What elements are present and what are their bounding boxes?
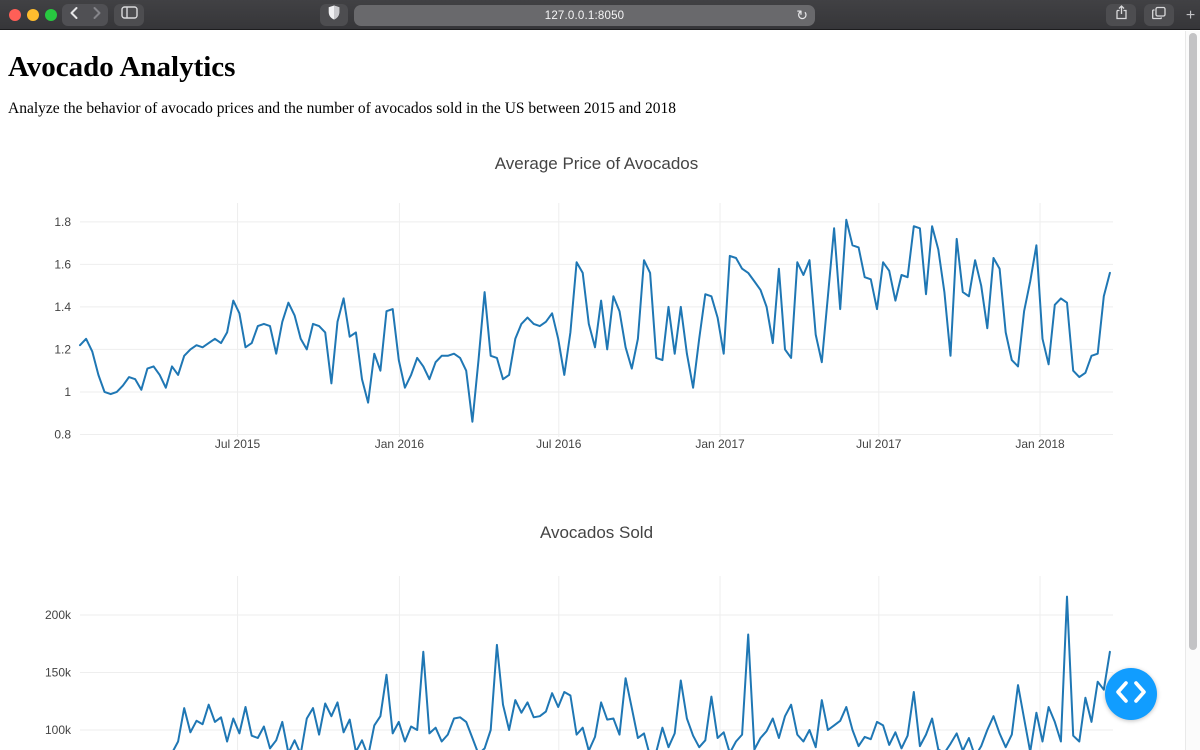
chart-title: Average Price of Avocados (495, 154, 699, 173)
dash-debug-menu-button[interactable] (1105, 668, 1157, 720)
shield-icon (328, 5, 340, 25)
y-tick-label: 1.2 (54, 342, 71, 356)
plus-icon: + (1185, 7, 1196, 24)
back-button[interactable] (62, 4, 85, 26)
data-line[interactable] (79, 218, 1111, 423)
y-tick-label: 150k (45, 665, 72, 679)
y-tick-label: 1.6 (54, 257, 71, 271)
share-button[interactable] (1106, 4, 1136, 26)
y-tick-label: 200k (45, 608, 72, 622)
x-tick-label: Jan 2018 (1015, 437, 1065, 451)
y-tick-label: 0.8 (54, 427, 71, 441)
x-tick-label: Jul 2016 (536, 437, 582, 451)
chevron-right-icon (92, 6, 102, 25)
sidebar-toggle-button[interactable] (114, 4, 144, 26)
traffic-light-close[interactable] (9, 9, 21, 21)
x-tick-label: Jul 2015 (215, 437, 261, 451)
page-subtitle: Analyze the behavior of avocado prices a… (8, 100, 677, 117)
chevron-left-icon (69, 6, 79, 25)
browser-chrome: 127.0.0.1:8050 ↻ + (0, 0, 1200, 30)
avocado-price-chart[interactable]: 0.8 1 1.2 1.4 1.6 1.8 Jul 2015 Jan 2016 Jul 2016… (0, 140, 1185, 460)
address-bar[interactable]: 127.0.0.1:8050 ↻ (354, 5, 815, 26)
y-tick-label: 1.4 (54, 300, 71, 314)
x-tick-label: Jan 2017 (695, 437, 745, 451)
x-tick-label: Jan 2016 (375, 437, 425, 451)
y-tick-label: 100k (45, 723, 72, 737)
share-icon (1115, 5, 1128, 25)
forward-button[interactable] (85, 4, 108, 26)
scrollbar-track[interactable] (1185, 31, 1200, 750)
avocados-sold-chart[interactable]: 100k 150k 200k Avocados Sold (0, 498, 1185, 750)
scrollbar-thumb[interactable] (1189, 33, 1197, 650)
sidebar-icon (120, 6, 138, 24)
new-tab-button[interactable]: + (1181, 5, 1200, 27)
traffic-light-minimize[interactable] (27, 9, 39, 21)
chart-title: Avocados Sold (540, 523, 653, 542)
x-tick-label: Jul 2017 (856, 437, 902, 451)
url-text[interactable]: 127.0.0.1:8050 (544, 9, 625, 22)
code-chevrons-icon (1114, 679, 1148, 710)
y-tick-label: 1.8 (54, 215, 71, 229)
page-content: Avocado Analytics Analyze the behavior o… (0, 31, 1200, 750)
privacy-shield-button[interactable] (320, 4, 348, 26)
nav-button-group (62, 4, 108, 26)
y-tick-label: 1 (64, 385, 71, 399)
tabs-icon (1152, 6, 1166, 25)
reload-icon[interactable]: ↻ (796, 7, 808, 23)
traffic-light-zoom[interactable] (45, 9, 57, 21)
tab-overview-button[interactable] (1144, 4, 1174, 26)
page-title: Avocado Analytics (8, 51, 236, 83)
data-line[interactable] (80, 595, 1111, 750)
